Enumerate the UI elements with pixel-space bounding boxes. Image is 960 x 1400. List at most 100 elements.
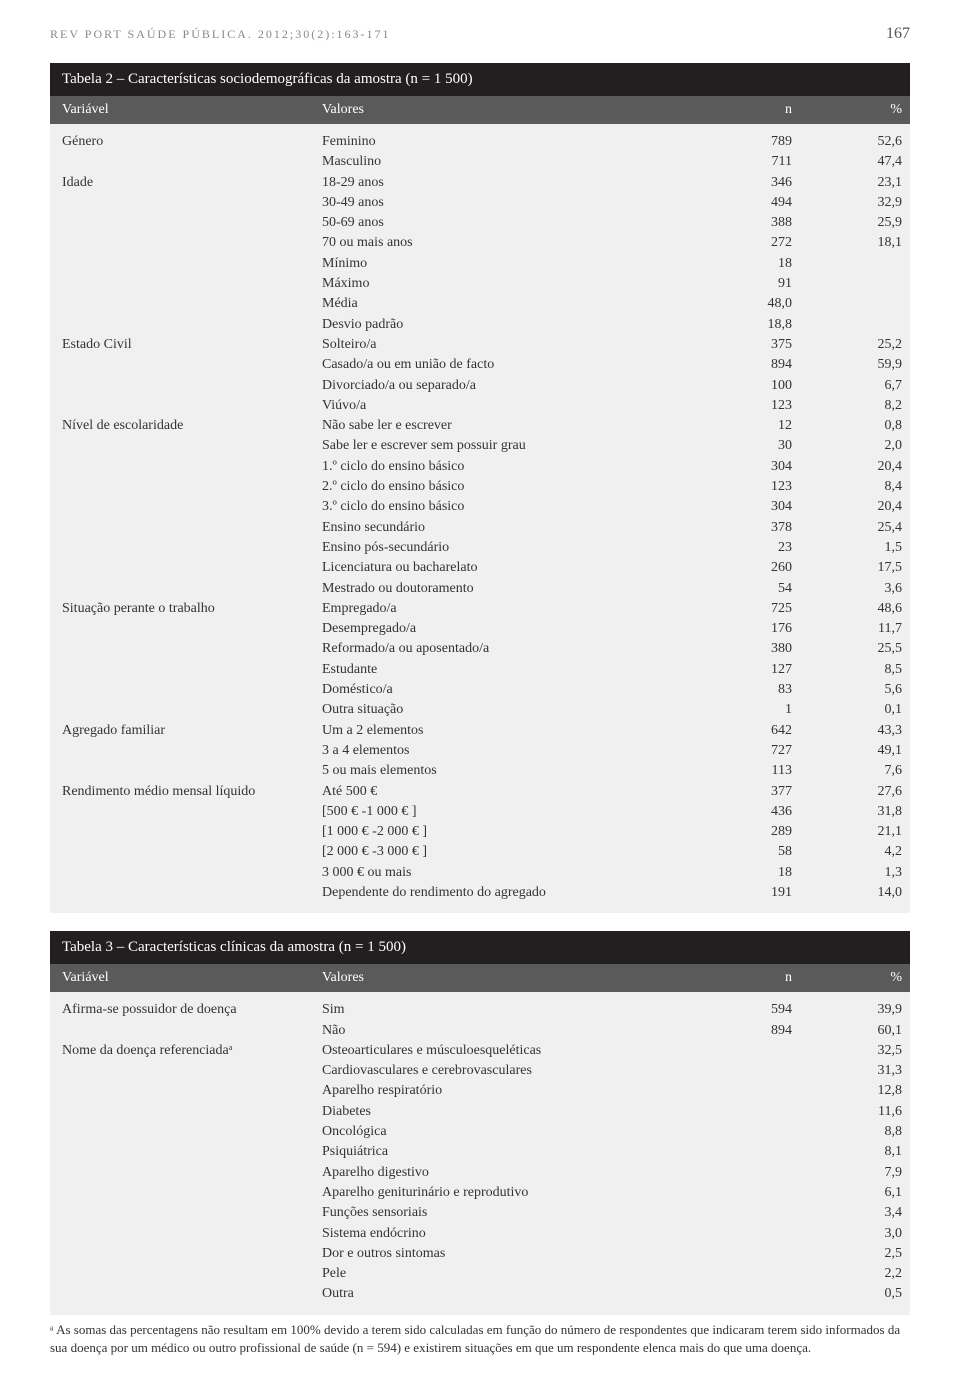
table-row: Casado/a ou em união de facto89459,9: [62, 355, 898, 375]
cell-pct: 8,4: [792, 477, 902, 497]
cell-value: [2 000 € -3 000 € ]: [322, 842, 652, 862]
cell-variable: [62, 802, 322, 822]
cell-variable: Afirma-se possuidor de doença: [62, 1000, 322, 1020]
cell-variable: [62, 538, 322, 558]
table-row: Estudante1278,5: [62, 660, 898, 680]
cell-n: 272: [652, 233, 792, 253]
cell-variable: [62, 741, 322, 761]
cell-n: 594: [652, 1000, 792, 1020]
cell-variable: Rendimento médio mensal líquido: [62, 782, 322, 802]
cell-n: [652, 1163, 792, 1183]
cell-pct: 25,4: [792, 518, 902, 538]
cell-value: Sim: [322, 1000, 652, 1020]
cell-variable: [62, 152, 322, 172]
cell-variable: [62, 1081, 322, 1101]
cell-pct: 6,7: [792, 376, 902, 396]
col-header-pct: %: [792, 102, 902, 118]
cell-n: 91: [652, 274, 792, 294]
cell-variable: [62, 254, 322, 274]
table-row: Dependente do rendimento do agregado1911…: [62, 883, 898, 903]
cell-variable: [62, 558, 322, 578]
cell-value: 50-69 anos: [322, 213, 652, 233]
cell-variable: [62, 1122, 322, 1142]
cell-pct: 8,5: [792, 660, 902, 680]
table-row: Ensino pós-secundário231,5: [62, 538, 898, 558]
cell-n: [652, 1142, 792, 1162]
cell-value: Máximo: [322, 274, 652, 294]
cell-n: 377: [652, 782, 792, 802]
cell-value: Reformado/a ou aposentado/a: [322, 639, 652, 659]
cell-variable: [62, 883, 322, 903]
table-row: [500 € -1 000 € ]43631,8: [62, 802, 898, 822]
cell-pct: 14,0: [792, 883, 902, 903]
cell-pct: 25,5: [792, 639, 902, 659]
cell-value: Masculino: [322, 152, 652, 172]
cell-pct: 59,9: [792, 355, 902, 375]
cell-n: 304: [652, 497, 792, 517]
col-header-valores: Valores: [322, 102, 652, 118]
cell-pct: 52,6: [792, 132, 902, 152]
cell-n: 48,0: [652, 294, 792, 314]
cell-pct: 8,2: [792, 396, 902, 416]
cell-n: 12: [652, 416, 792, 436]
cell-n: 380: [652, 639, 792, 659]
cell-pct: 48,6: [792, 599, 902, 619]
cell-variable: [62, 822, 322, 842]
cell-n: 18: [652, 254, 792, 274]
cell-pct: 8,1: [792, 1142, 902, 1162]
col-header-n: n: [652, 102, 792, 118]
cell-value: Pele: [322, 1264, 652, 1284]
cell-value: Sabe ler e escrever sem possuir grau: [322, 436, 652, 456]
cell-value: 3 000 € ou mais: [322, 863, 652, 883]
table-row: Licenciatura ou bacharelato26017,5: [62, 558, 898, 578]
table-row: Divorciado/a ou separado/a1006,7: [62, 376, 898, 396]
cell-variable: [62, 396, 322, 416]
table-3-title: Tabela 3 – Características clínicas da a…: [50, 931, 910, 964]
cell-pct: [792, 294, 902, 314]
cell-n: [652, 1264, 792, 1284]
cell-variable: [62, 1284, 322, 1304]
cell-variable: [62, 213, 322, 233]
table-row: 1.º ciclo do ensino básico30420,4: [62, 457, 898, 477]
cell-value: 3.º ciclo do ensino básico: [322, 497, 652, 517]
cell-variable: [62, 700, 322, 720]
cell-pct: 5,6: [792, 680, 902, 700]
cell-pct: 3,4: [792, 1203, 902, 1223]
table-row: Afirma-se possuidor de doençaSim59439,9: [62, 1000, 898, 1020]
cell-value: Mínimo: [322, 254, 652, 274]
cell-variable: [62, 233, 322, 253]
table-3: Tabela 3 – Características clínicas da a…: [50, 931, 910, 1357]
table-row: Masculino71147,4: [62, 152, 898, 172]
table-row: Reformado/a ou aposentado/a38025,5: [62, 639, 898, 659]
cell-pct: 49,1: [792, 741, 902, 761]
table-row: Nome da doença referenciadaᵃOsteoarticul…: [62, 1041, 898, 1061]
cell-n: 100: [652, 376, 792, 396]
cell-n: 176: [652, 619, 792, 639]
cell-variable: Estado Civil: [62, 335, 322, 355]
cell-pct: 3,6: [792, 579, 902, 599]
cell-variable: Agregado familiar: [62, 721, 322, 741]
cell-value: Psiquiátrica: [322, 1142, 652, 1162]
cell-value: Não: [322, 1021, 652, 1041]
cell-value: Não sabe ler e escrever: [322, 416, 652, 436]
cell-pct: 2,2: [792, 1264, 902, 1284]
table-row: Mínimo18: [62, 254, 898, 274]
cell-n: 18,8: [652, 315, 792, 335]
table-row: Desvio padrão18,8: [62, 315, 898, 335]
cell-n: 725: [652, 599, 792, 619]
cell-pct: 1,3: [792, 863, 902, 883]
cell-value: 5 ou mais elementos: [322, 761, 652, 781]
table-row: Mestrado ou doutoramento543,6: [62, 579, 898, 599]
cell-pct: 7,6: [792, 761, 902, 781]
cell-value: [1 000 € -2 000 € ]: [322, 822, 652, 842]
table-row: Doméstico/a835,6: [62, 680, 898, 700]
cell-value: Oncológica: [322, 1122, 652, 1142]
table-2-title: Tabela 2 – Características sociodemográf…: [50, 63, 910, 96]
cell-n: [652, 1041, 792, 1061]
cell-pct: 7,9: [792, 1163, 902, 1183]
table-row: Diabetes11,6: [62, 1102, 898, 1122]
col-header-n: n: [652, 970, 792, 986]
table-row: GéneroFeminino78952,6: [62, 132, 898, 152]
col-header-pct: %: [792, 970, 902, 986]
cell-variable: [62, 579, 322, 599]
